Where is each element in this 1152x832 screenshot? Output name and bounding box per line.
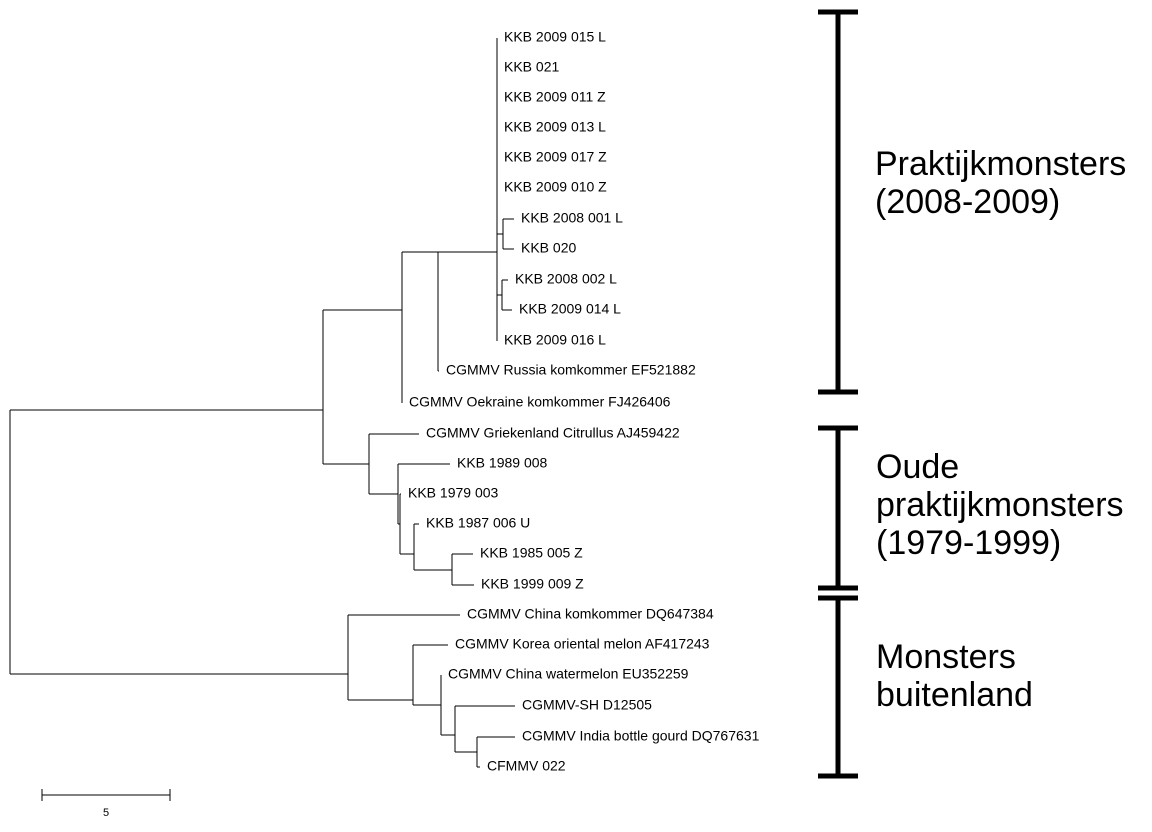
group-label: (2008-2009) (875, 183, 1060, 221)
leaf-label: KKB 2009 016 L (504, 332, 606, 348)
leaf-label: KKB 1987 006 U (426, 515, 530, 531)
leaf-label: KKB 2009 010 Z (504, 179, 607, 195)
leaf-label: KKB 1989 008 (457, 455, 548, 471)
group-label: Monsters (876, 638, 1016, 676)
leaf-label: CGMMV Russia komkommer EF521882 (446, 362, 696, 378)
leaf-label: KKB 2009 017 Z (504, 149, 607, 165)
leaf-label: CGMMV Griekenland Citrullus AJ459422 (426, 425, 680, 441)
tree-branches (9, 38, 515, 768)
leaf-label: KKB 2008 002 L (515, 271, 617, 287)
leaf-label: CGMMV China watermelon EU352259 (448, 666, 689, 682)
scale-label: 5 (103, 807, 109, 819)
leaf-label: KKB 020 (521, 240, 576, 256)
leaf-label: KKB 1999 009 Z (481, 576, 584, 592)
leaf-label: CGMMV Oekraine komkommer FJ426406 (409, 394, 671, 410)
leaf-label: CGMMV Korea oriental melon AF417243 (455, 636, 710, 652)
leaf-label: KKB 2008 001 L (521, 210, 623, 226)
group-label: buitenland (876, 676, 1033, 714)
leaf-label: KKB 2009 014 L (519, 301, 621, 317)
scale-bar (41, 789, 171, 801)
group-label: Praktijkmonsters (875, 145, 1126, 183)
leaf-label: KKB 1985 005 Z (480, 545, 583, 561)
leaf-label: CGMMV-SH D12505 (522, 697, 652, 713)
leaf-label: CGMMV China komkommer DQ647384 (467, 606, 714, 622)
group-label: praktijkmonsters (876, 486, 1124, 524)
group-brackets (818, 9, 858, 779)
leaf-label: KKB 2009 015 L (504, 29, 606, 45)
leaf-label: KKB 1979 003 (408, 485, 499, 501)
leaf-label: KKB 2009 011 Z (504, 89, 606, 105)
leaf-label: KKB 021 (504, 59, 559, 75)
leaf-label: CFMMV 022 (487, 758, 566, 774)
leaf-label: CGMMV India bottle gourd DQ767631 (522, 728, 760, 744)
group-label: (1979-1999) (876, 524, 1061, 562)
group-label: Oude (876, 448, 959, 486)
leaf-label: KKB 2009 013 L (504, 119, 606, 135)
